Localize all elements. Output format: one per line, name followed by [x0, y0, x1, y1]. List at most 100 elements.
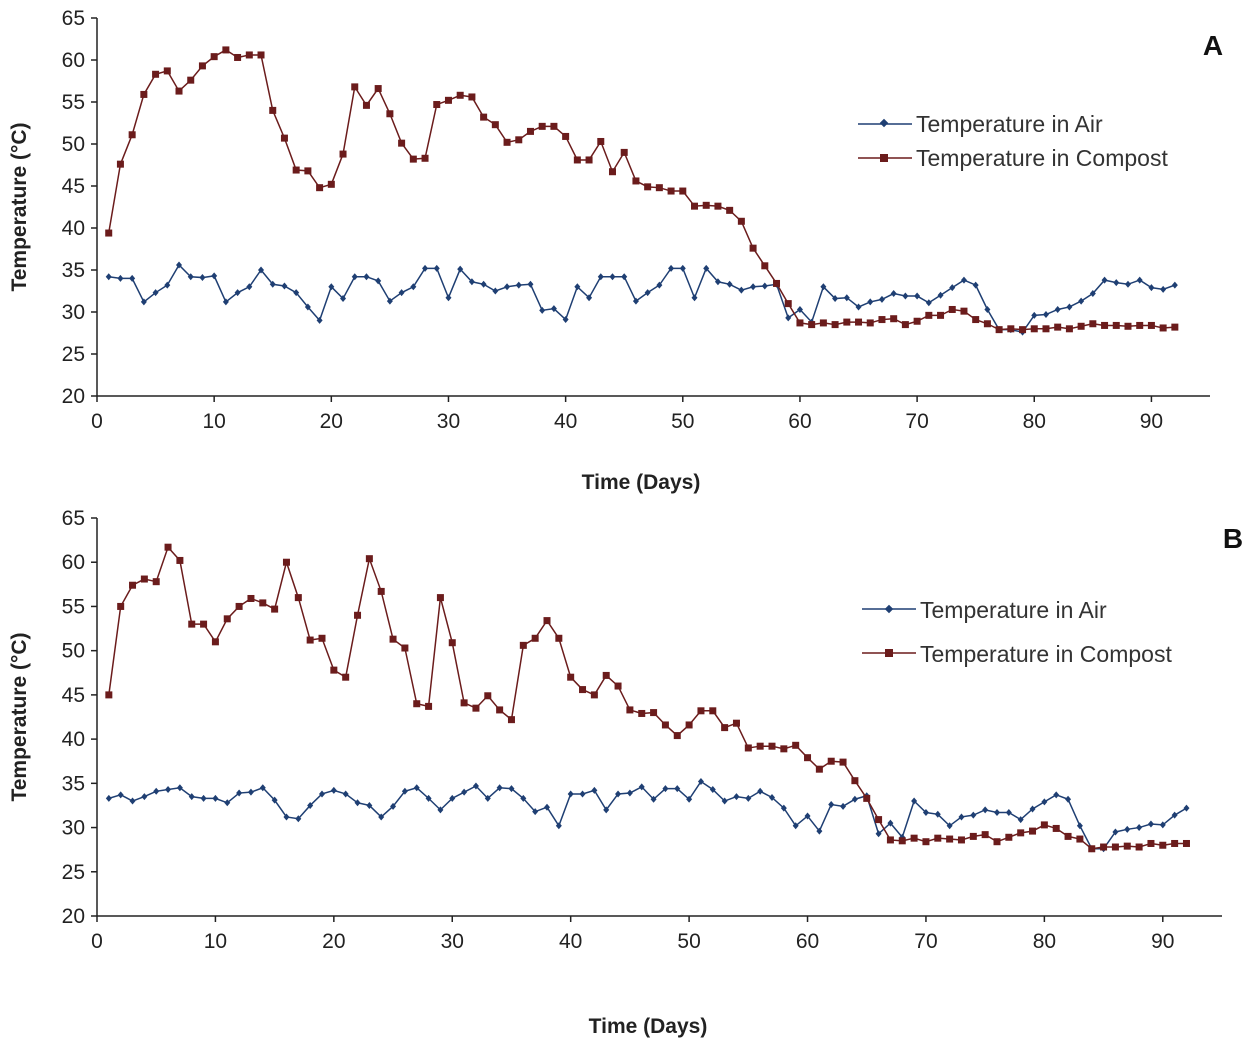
- data-point: [461, 788, 468, 796]
- data-point: [1040, 821, 1048, 829]
- data-point: [164, 281, 171, 289]
- data-point: [330, 666, 338, 674]
- data-point: [351, 83, 359, 91]
- data-point: [375, 277, 382, 285]
- y-tick-label: 55: [62, 91, 85, 114]
- data-point: [1171, 323, 1179, 331]
- series-layer: [105, 543, 1190, 853]
- data-point: [306, 636, 314, 644]
- y-tick-label: 60: [62, 49, 85, 72]
- series-compost: [105, 46, 1179, 334]
- data-point: [187, 76, 195, 84]
- data-point: [280, 134, 288, 142]
- data-point: [925, 311, 933, 319]
- data-point: [234, 289, 241, 297]
- data-point: [1078, 297, 1085, 305]
- data-point: [562, 316, 569, 324]
- data-point: [574, 283, 581, 291]
- x-tick-label: 20: [320, 410, 343, 433]
- data-point: [507, 716, 515, 724]
- data-point: [737, 217, 745, 225]
- data-point: [269, 106, 277, 114]
- data-point: [878, 295, 885, 303]
- data-point: [709, 707, 717, 715]
- data-point: [1124, 322, 1132, 330]
- data-point: [222, 46, 230, 54]
- data-point: [733, 793, 740, 801]
- y-tick-label: 30: [62, 301, 85, 324]
- data-point: [679, 264, 686, 272]
- data-point: [721, 724, 729, 732]
- data-point: [668, 264, 675, 272]
- data-point: [949, 284, 956, 292]
- data-point: [626, 789, 633, 797]
- y-axis-title: Temperature (°C): [8, 632, 31, 801]
- data-point: [875, 816, 883, 824]
- data-point: [484, 794, 491, 802]
- data-point: [855, 318, 863, 326]
- series-air: [105, 778, 1190, 853]
- y-tick-label: 40: [62, 728, 85, 751]
- data-point: [603, 806, 610, 814]
- x-tick-label: 60: [796, 930, 819, 953]
- y-tick-label: 45: [62, 684, 85, 707]
- data-point: [585, 156, 593, 164]
- panel-label: B: [1223, 523, 1243, 554]
- data-point: [283, 813, 290, 821]
- data-point: [796, 305, 803, 313]
- legend-marker-compost: [885, 649, 893, 657]
- data-point: [1088, 845, 1096, 853]
- data-point: [1136, 321, 1144, 329]
- data-point: [591, 786, 598, 794]
- data-point: [342, 790, 349, 798]
- data-point: [886, 836, 894, 844]
- data-point: [679, 187, 687, 195]
- data-point: [673, 732, 681, 740]
- data-point: [969, 832, 977, 840]
- data-point: [492, 287, 499, 295]
- data-point: [608, 168, 616, 176]
- data-point: [709, 786, 716, 794]
- data-point: [152, 578, 160, 586]
- chart-panel-b: 20 25 30 35 40 45 50 55 60 65 0 10 20 30 40 50 60 70 80 90…: [8, 507, 1243, 1038]
- data-point: [1077, 322, 1085, 330]
- data-point: [129, 797, 136, 805]
- legend-marker-compost: [880, 154, 888, 162]
- y-tick-label: 45: [62, 175, 85, 198]
- data-point: [1054, 305, 1061, 313]
- data-point: [515, 136, 523, 144]
- data-point: [330, 786, 337, 794]
- data-point: [638, 783, 645, 791]
- x-tick-label: 40: [559, 930, 582, 953]
- x-tick-label: 50: [671, 410, 694, 433]
- series-compost: [105, 543, 1190, 853]
- data-point: [247, 594, 255, 602]
- legend-entry-compost: Temperature in Compost: [862, 641, 1172, 667]
- data-point: [1159, 841, 1167, 849]
- data-point: [1076, 835, 1084, 843]
- data-point: [281, 282, 288, 290]
- data-point: [1066, 303, 1073, 311]
- data-point: [282, 558, 290, 566]
- data-point: [163, 67, 171, 75]
- data-point: [878, 316, 886, 324]
- data-point: [472, 704, 480, 712]
- data-point: [839, 758, 847, 766]
- data-point: [1065, 795, 1072, 803]
- data-point: [982, 806, 989, 814]
- data-point: [390, 802, 397, 810]
- data-point: [247, 788, 254, 796]
- data-point: [199, 274, 206, 282]
- y-tick-label: 30: [62, 817, 85, 840]
- series-air: [105, 261, 1178, 336]
- data-point: [504, 283, 511, 291]
- data-point: [644, 183, 652, 191]
- data-point: [436, 594, 444, 602]
- data-point: [175, 87, 183, 95]
- series-line: [108, 545, 1187, 850]
- data-point: [377, 587, 385, 595]
- data-point: [697, 707, 705, 715]
- data-point: [293, 289, 300, 297]
- data-point: [994, 809, 1000, 817]
- data-point: [1135, 843, 1143, 851]
